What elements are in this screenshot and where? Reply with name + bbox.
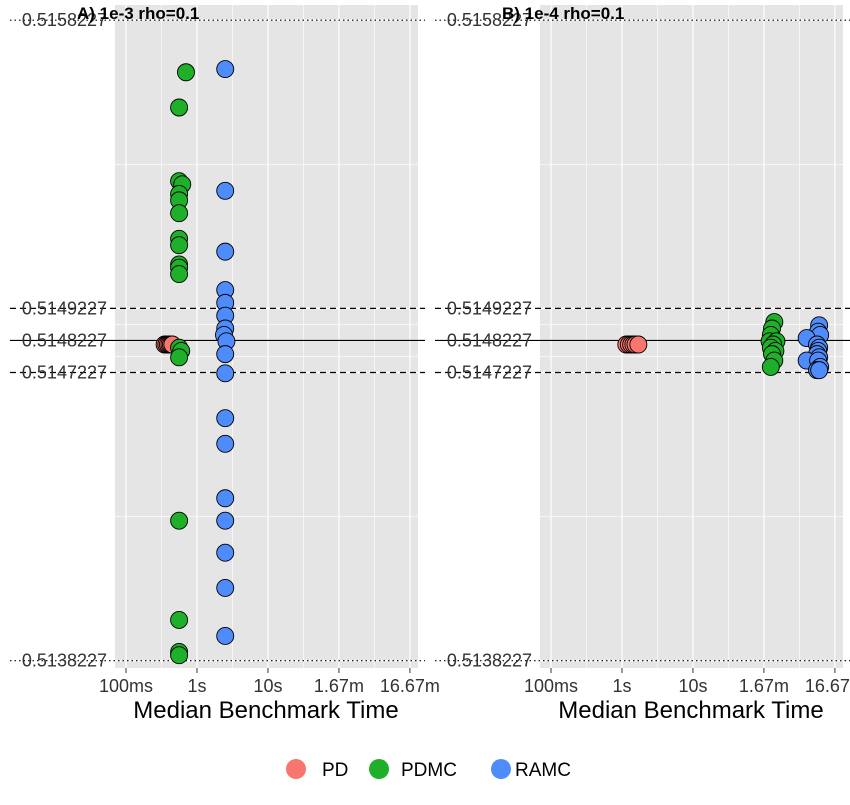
panel-a-point-ramc (216, 627, 235, 645)
panel-a-title: A) 1e-3 rho=0.1 (77, 4, 199, 23)
panel-b-y-tick-label: 0.5149227 (447, 298, 532, 318)
panel-a-point-ramc (216, 181, 235, 200)
panel-a-y-tick-label: 0.5148227 (22, 330, 107, 350)
panel-b-grid (540, 5, 843, 668)
panel-a-point-pdmc (170, 348, 189, 367)
panel-b-y-tick-label: 0.5147227 (447, 362, 532, 382)
panel-a: 0.5158227 0.5149227 0.5148227 0.5147227 0.51… (10, 4, 440, 724)
legend-key-pd (286, 759, 306, 779)
legend-label-pd: PD (322, 760, 348, 781)
panel-a-x-tick-label: 10s (253, 676, 282, 696)
panel-b-title: B) 1e-4 rho=0.1 (502, 4, 624, 23)
legend-label-ramc: RAMC (515, 760, 571, 781)
panel-b-y-tick-label: 0.5158227 (447, 10, 532, 30)
panel-a-y-tick-label: 0.5158227 (22, 10, 107, 30)
panel-a-point-pdmc (170, 646, 189, 665)
panel-b-x-axis: 100ms 1s 10s 1.67m 16.67m (524, 668, 850, 696)
panel-b-y-tick-label: 0.5148227 (447, 330, 532, 350)
panel-a-points (155, 60, 236, 665)
panel-a-x-axis: 100ms 1s 10s 1.67m 16.67m (99, 668, 440, 696)
panel-a-point-pdmc (177, 63, 195, 82)
panel-b-points (617, 313, 830, 380)
panel-a-point-pdmc (170, 511, 189, 530)
panel-a-y-tick-label: 0.5138227 (22, 651, 107, 671)
panel-a-x-axis-title: Median Benchmark Time (133, 697, 398, 724)
panel-a-x-tick-label: 1.67m (314, 676, 364, 696)
panel-b-x-axis-title: Median Benchmark Time (558, 697, 823, 724)
panel-a-point-pdmc (170, 611, 189, 629)
panel-a-point-ramc (216, 543, 235, 562)
panel-b-x-tick-label: 100ms (524, 676, 578, 696)
panel-a-point-ramc (216, 345, 235, 364)
panel-b-point-ramc (810, 361, 829, 380)
panel-b-x-tick-label: 16.67m (805, 676, 850, 696)
panel-a-point-pdmc (170, 98, 189, 117)
panel-b-y-axis: 0.5158227 0.5149227 0.5148227 0.5147227 0.51… (447, 10, 532, 671)
panel-a-point-ramc (216, 578, 235, 597)
panel-b-y-tick-label: 0.5138227 (447, 651, 532, 671)
panel-a-x-tick-label: 16.67m (380, 676, 440, 696)
panel-b: 0.5158227 0.5149227 0.5148227 0.5147227 0.51… (435, 4, 850, 724)
panel-b-x-tick-label: 1s (612, 676, 631, 696)
panel-a-point-pdmc (170, 265, 189, 283)
panel-a-point-ramc (216, 242, 235, 261)
legend-key-ramc (491, 759, 511, 779)
panel-a-point-pdmc (170, 204, 189, 223)
panel-a-point-ramc (216, 364, 235, 383)
panel-b-background (540, 5, 843, 668)
panel-a-point-ramc (216, 434, 235, 453)
panel-a-point-ramc (216, 60, 235, 79)
panel-b-point-pd (629, 335, 648, 354)
panel-a-y-axis: 0.5158227 0.5149227 0.5148227 0.5147227 0.51… (22, 10, 107, 671)
panel-a-background (115, 5, 418, 668)
panel-a-y-tick-label: 0.5147227 (22, 362, 107, 382)
legend-key-pdmc (369, 759, 389, 779)
panel-a-point-pdmc (170, 236, 189, 255)
panel-a-x-tick-label: 1s (187, 676, 206, 696)
legend-label-pdmc: PDMC (401, 760, 457, 781)
panel-a-y-tick-label: 0.5149227 (22, 298, 107, 318)
panel-a-point-ramc (216, 511, 235, 530)
panel-a-x-tick-label: 100ms (99, 676, 153, 696)
legend: PD PDMC RAMC (286, 759, 571, 781)
panel-b-x-tick-label: 10s (678, 676, 707, 696)
panel-a-point-ramc (216, 489, 235, 508)
panel-b-point-pdmc (761, 357, 780, 376)
panel-a-point-ramc (216, 409, 235, 428)
panel-b-x-tick-label: 1.67m (739, 676, 789, 696)
